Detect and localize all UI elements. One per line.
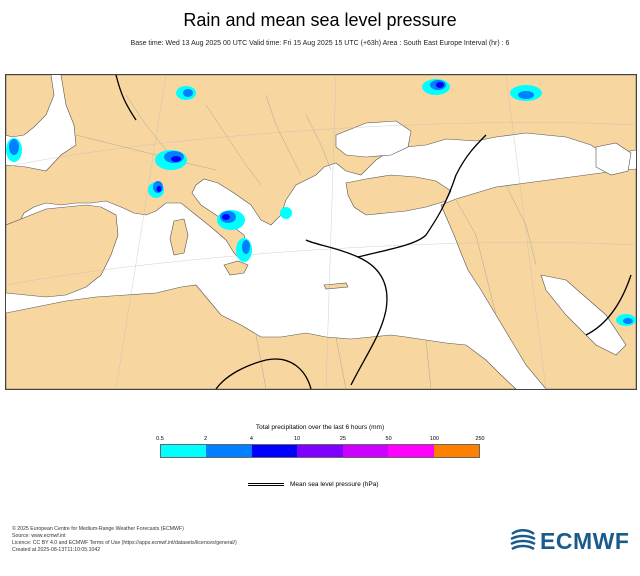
persian-gulf: [540, 274, 627, 356]
legend-ticks: 0.5 2 4 10 25 50 100 250: [156, 436, 484, 444]
legend-tick: 100: [429, 436, 439, 442]
copyright-line: © 2025 European Centre for Medium-Range …: [12, 526, 184, 532]
pressure-legend-label: Mean sea level pressure (hPa): [290, 480, 379, 488]
colorbar-segment: [161, 445, 207, 457]
caspian-sea: [595, 142, 632, 176]
inland-seas: [335, 120, 632, 356]
logo-text: ECMWF: [540, 527, 630, 554]
isobar-2: [357, 134, 487, 258]
legend-tick: 2: [204, 436, 208, 442]
colorbar-segment: [433, 445, 479, 457]
map-canvas: [6, 75, 636, 389]
created-line: Created at 2025-08-13T11:10:05.1042: [12, 547, 101, 553]
weather-map[interactable]: [5, 74, 637, 390]
precipitation: [6, 79, 636, 326]
borders: [75, 94, 537, 389]
legend-tick: 0.5: [156, 436, 164, 442]
legend-tick: 25: [339, 436, 346, 442]
isobar-line-icon: [248, 482, 284, 486]
licence-line[interactable]: Licence: CC BY 4.0 and ECMWF Terms of Us…: [12, 540, 237, 546]
colorbar-segment: [251, 445, 298, 457]
colorbar-segment: [206, 445, 252, 457]
legend-tick: 4: [249, 436, 253, 442]
isobars: [115, 75, 632, 389]
black-sea: [335, 120, 412, 158]
isobar-3: [215, 358, 312, 389]
isobar-5: [585, 274, 632, 336]
isobar-1: [305, 239, 388, 386]
legend-tick: 50: [385, 436, 392, 442]
chart-subtitle: Base time: Wed 13 Aug 2025 00 UTC Valid …: [130, 40, 510, 47]
ecmwf-logo-icon: [510, 529, 536, 551]
source-line: Source: www.ecmwf.int: [12, 533, 66, 539]
colorbar-segment: [342, 445, 389, 457]
chart-title: Rain and mean sea level pressure: [183, 10, 457, 30]
ecmwf-logo[interactable]: ECMWF: [510, 528, 629, 554]
precipitation-colorbar: [160, 444, 480, 458]
legend-tick: 10: [294, 436, 301, 442]
colorbar-segment: [297, 445, 343, 457]
pressure-legend: Mean sea level pressure (hPa): [248, 478, 379, 490]
legend-title: Total precipitation over the last 6 hour…: [255, 424, 385, 431]
footer-credits: © 2025 European Centre for Medium-Range …: [12, 526, 372, 554]
legend-tick: 250: [475, 436, 485, 442]
isobar-4: [115, 75, 137, 121]
colorbar-segment: [388, 445, 434, 457]
